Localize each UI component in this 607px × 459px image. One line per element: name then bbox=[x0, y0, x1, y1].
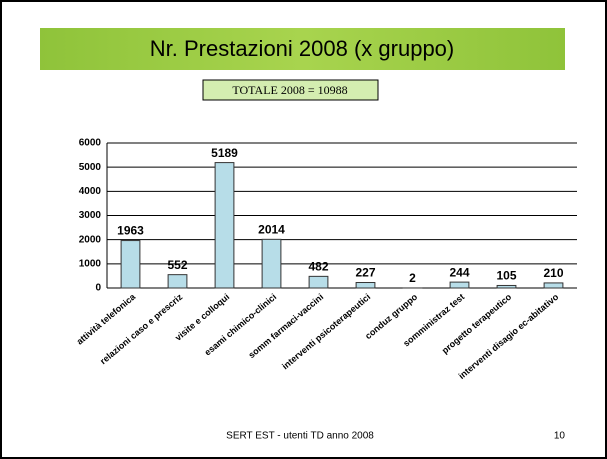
y-tick-label: 4000 bbox=[79, 186, 102, 197]
bar bbox=[496, 284, 517, 289]
value-label: 552 bbox=[167, 258, 187, 272]
bar bbox=[261, 238, 282, 289]
bar bbox=[167, 274, 188, 289]
y-tick-label: 6000 bbox=[79, 138, 102, 149]
footer-text: SERT EST - utenti TD anno 2008 bbox=[226, 431, 374, 442]
total-box bbox=[202, 79, 379, 101]
bar bbox=[355, 282, 376, 289]
value-label: 210 bbox=[543, 266, 563, 280]
title-bar bbox=[40, 28, 565, 70]
y-tick-label: 1000 bbox=[79, 258, 102, 269]
bar bbox=[543, 282, 564, 289]
value-label: 5189 bbox=[211, 146, 238, 160]
bar bbox=[449, 281, 470, 289]
value-label: 2 bbox=[409, 271, 416, 285]
value-label: 227 bbox=[355, 266, 375, 280]
bar bbox=[308, 275, 329, 289]
chart-title: Nr. Prestazioni 2008 (x gruppo) bbox=[150, 36, 455, 61]
y-tick-label: 0 bbox=[95, 283, 101, 294]
total-annotation: TOTALE 2008 = 10988 bbox=[232, 83, 347, 97]
bar bbox=[120, 240, 141, 289]
y-tick-label: 5000 bbox=[79, 162, 102, 173]
value-label: 2014 bbox=[258, 223, 285, 237]
value-label: 482 bbox=[308, 260, 328, 274]
y-tick-label: 2000 bbox=[79, 234, 102, 245]
value-label: 244 bbox=[449, 265, 469, 279]
bar bbox=[214, 162, 235, 289]
value-label: 105 bbox=[496, 269, 516, 283]
page-number: 10 bbox=[554, 431, 566, 442]
y-tick-label: 3000 bbox=[79, 210, 102, 221]
value-label: 1963 bbox=[117, 224, 144, 238]
